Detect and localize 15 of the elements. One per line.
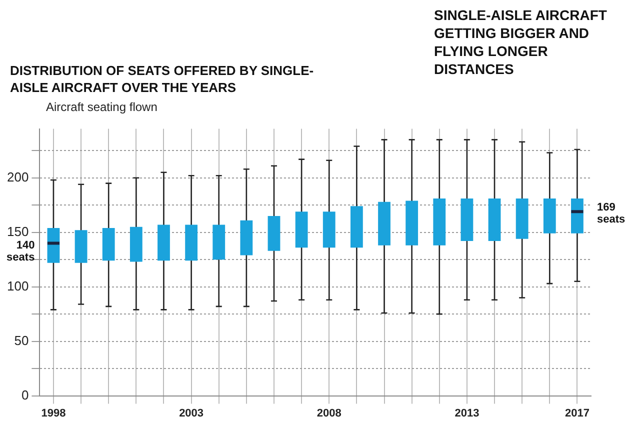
chart-title: SINGLE-AISLE AIRCRAFT GETTING BIGGER AND FLYING LONGER DISTANCES <box>434 6 608 78</box>
x-tick-label: 2013 <box>454 407 480 420</box>
y-tick-label: 0 <box>21 387 29 402</box>
x-tick-label: 2008 <box>316 407 342 420</box>
annotation: 140 seats <box>6 239 35 264</box>
x-tick-label: 1998 <box>41 407 66 420</box>
y-tick-label: 100 <box>6 278 29 294</box>
chart-subtitle: DISTRIBUTION OF SEATS OFFERED BY SINGLE-AISLE AIRCRAFT OVER THE YEARS <box>10 62 315 96</box>
y-tick-label: 50 <box>14 332 29 348</box>
y-tick-label: 150 <box>6 224 29 239</box>
annotation: 169 seats <box>597 202 626 226</box>
y-axis-title: Aircraft seating flown <box>46 100 158 114</box>
x-tick-label: 2003 <box>179 407 204 420</box>
x-tick-label: 2017 <box>564 407 590 420</box>
y-tick-label: 200 <box>6 169 29 184</box>
